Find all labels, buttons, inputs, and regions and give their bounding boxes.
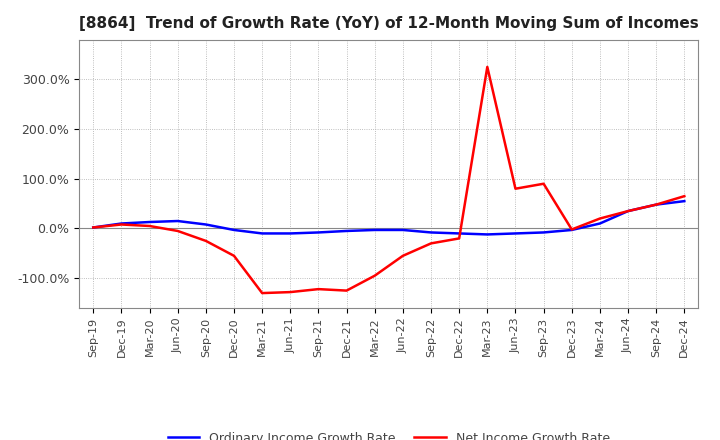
Ordinary Income Growth Rate (652, 202, 660, 207)
Net Income Growth Rate (427, 241, 436, 246)
Net Income Growth Rate (595, 216, 604, 221)
Title: [8864]  Trend of Growth Rate (YoY) of 12-Month Moving Sum of Incomes: [8864] Trend of Growth Rate (YoY) of 12-… (79, 16, 698, 32)
Net Income Growth Rate (455, 236, 464, 241)
Ordinary Income Growth Rate (174, 218, 182, 224)
Net Income Growth Rate (624, 209, 632, 214)
Ordinary Income Growth Rate (595, 221, 604, 226)
Ordinary Income Growth Rate (539, 230, 548, 235)
Ordinary Income Growth Rate (624, 209, 632, 214)
Net Income Growth Rate (399, 253, 408, 258)
Net Income Growth Rate (314, 286, 323, 292)
Line: Net Income Growth Rate: Net Income Growth Rate (94, 67, 684, 293)
Ordinary Income Growth Rate (258, 231, 266, 236)
Net Income Growth Rate (89, 225, 98, 230)
Net Income Growth Rate (258, 290, 266, 296)
Ordinary Income Growth Rate (202, 222, 210, 227)
Net Income Growth Rate (145, 224, 154, 229)
Ordinary Income Growth Rate (511, 231, 520, 236)
Net Income Growth Rate (286, 290, 294, 295)
Ordinary Income Growth Rate (567, 227, 576, 233)
Ordinary Income Growth Rate (680, 198, 688, 204)
Ordinary Income Growth Rate (314, 230, 323, 235)
Ordinary Income Growth Rate (427, 230, 436, 235)
Ordinary Income Growth Rate (89, 225, 98, 230)
Ordinary Income Growth Rate (399, 227, 408, 233)
Net Income Growth Rate (174, 228, 182, 234)
Ordinary Income Growth Rate (342, 228, 351, 234)
Ordinary Income Growth Rate (145, 220, 154, 225)
Net Income Growth Rate (117, 222, 126, 227)
Net Income Growth Rate (567, 227, 576, 232)
Net Income Growth Rate (483, 64, 492, 70)
Net Income Growth Rate (511, 186, 520, 191)
Net Income Growth Rate (539, 181, 548, 187)
Net Income Growth Rate (680, 194, 688, 199)
Ordinary Income Growth Rate (117, 221, 126, 226)
Ordinary Income Growth Rate (483, 232, 492, 237)
Line: Ordinary Income Growth Rate: Ordinary Income Growth Rate (94, 201, 684, 235)
Net Income Growth Rate (230, 253, 238, 258)
Ordinary Income Growth Rate (370, 227, 379, 233)
Net Income Growth Rate (202, 238, 210, 244)
Ordinary Income Growth Rate (455, 231, 464, 236)
Net Income Growth Rate (652, 202, 660, 207)
Net Income Growth Rate (342, 288, 351, 293)
Legend: Ordinary Income Growth Rate, Net Income Growth Rate: Ordinary Income Growth Rate, Net Income … (163, 427, 615, 440)
Ordinary Income Growth Rate (286, 231, 294, 236)
Net Income Growth Rate (370, 273, 379, 279)
Ordinary Income Growth Rate (230, 227, 238, 233)
